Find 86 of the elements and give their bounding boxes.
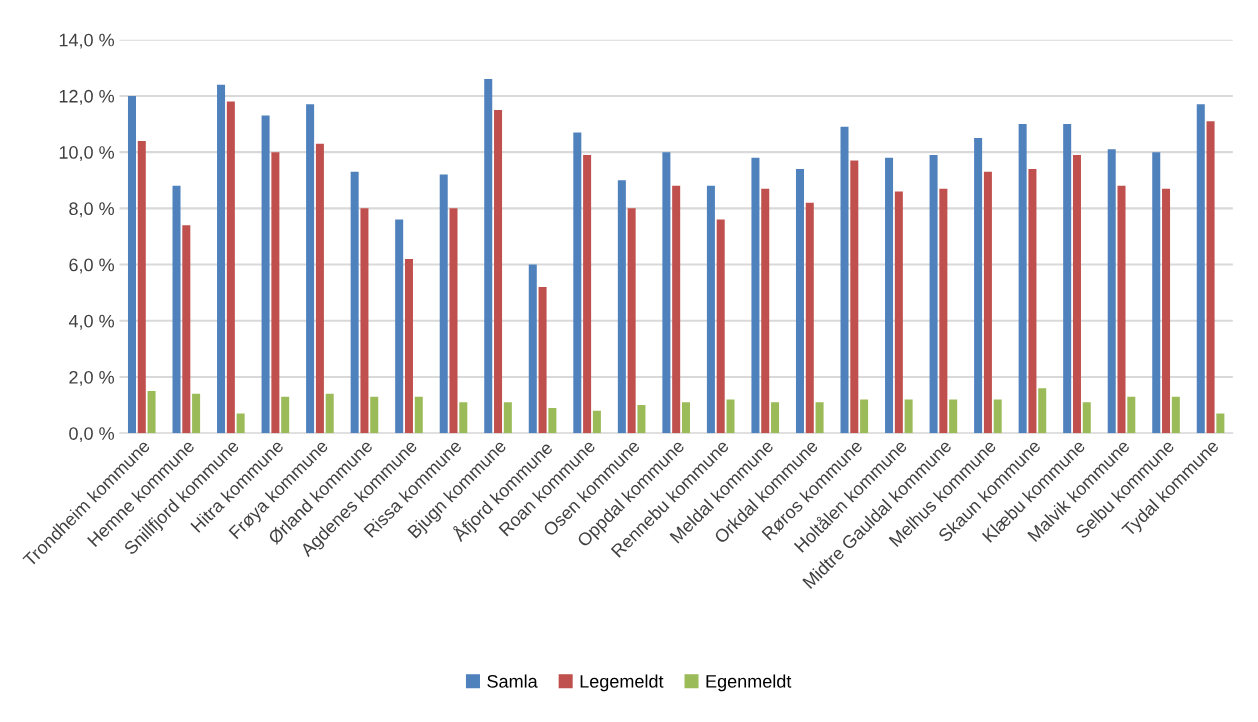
bar bbox=[217, 84, 226, 434]
bar bbox=[1162, 188, 1171, 434]
bar bbox=[815, 402, 824, 434]
bar bbox=[751, 157, 760, 434]
bar bbox=[271, 152, 280, 434]
bar bbox=[281, 396, 290, 434]
bar bbox=[573, 132, 582, 434]
bar bbox=[459, 402, 468, 434]
bar bbox=[538, 287, 547, 434]
bar bbox=[1216, 413, 1225, 434]
bar bbox=[360, 208, 369, 434]
bar bbox=[325, 393, 334, 434]
y-tick-label: 10,0 % bbox=[59, 146, 115, 161]
bar bbox=[983, 171, 992, 434]
bar bbox=[192, 393, 201, 434]
bar bbox=[939, 188, 948, 434]
bar bbox=[1171, 396, 1180, 434]
bar bbox=[805, 202, 814, 434]
bar bbox=[929, 154, 938, 434]
bar bbox=[1028, 169, 1037, 434]
bar bbox=[503, 402, 512, 434]
bar bbox=[127, 95, 136, 434]
y-tick-label: 2,0 % bbox=[69, 370, 115, 386]
y-tick-label: 0,0 % bbox=[69, 427, 115, 443]
bar bbox=[860, 399, 869, 434]
bar bbox=[404, 258, 413, 434]
bar bbox=[706, 185, 715, 434]
bar bbox=[672, 185, 681, 434]
bar bbox=[494, 109, 503, 434]
bar bbox=[617, 180, 626, 434]
bar bbox=[681, 402, 690, 434]
legend-label: Egenmeldt bbox=[706, 674, 792, 692]
bar bbox=[1117, 185, 1126, 434]
bar bbox=[484, 79, 493, 434]
y-tick-label: 6,0 % bbox=[69, 258, 115, 274]
bar bbox=[726, 399, 735, 434]
bar bbox=[439, 174, 448, 434]
bar bbox=[716, 219, 725, 434]
bar bbox=[1196, 104, 1205, 434]
bar bbox=[904, 399, 913, 434]
bar bbox=[261, 115, 270, 434]
bar bbox=[583, 154, 592, 434]
bar bbox=[1018, 124, 1027, 434]
bar bbox=[949, 399, 958, 434]
bar bbox=[528, 264, 537, 434]
bar bbox=[315, 143, 324, 434]
bar bbox=[771, 402, 780, 434]
bar bbox=[592, 410, 601, 434]
bar bbox=[370, 396, 379, 434]
bar bbox=[1072, 154, 1081, 434]
bar bbox=[147, 391, 156, 434]
bar bbox=[306, 104, 315, 434]
bar bbox=[885, 157, 894, 434]
bar bbox=[627, 208, 636, 434]
bar bbox=[1206, 121, 1215, 434]
bar bbox=[1152, 152, 1161, 434]
bar bbox=[993, 399, 1002, 434]
bar bbox=[761, 188, 770, 434]
bar bbox=[414, 396, 423, 434]
bar bbox=[974, 138, 983, 434]
legend-label: Samla bbox=[487, 674, 538, 688]
bar bbox=[662, 152, 671, 434]
bar bbox=[1082, 402, 1091, 434]
bar bbox=[182, 225, 191, 434]
bar bbox=[350, 171, 359, 434]
bar bbox=[1127, 396, 1136, 434]
bar bbox=[172, 185, 181, 434]
bar bbox=[1038, 388, 1047, 434]
bar bbox=[1107, 149, 1116, 434]
bar bbox=[637, 405, 646, 434]
y-tick-label: 4,0 % bbox=[68, 314, 115, 330]
bar bbox=[137, 140, 146, 434]
bar bbox=[894, 191, 903, 434]
y-tick-label: 8,0 % bbox=[69, 202, 115, 218]
legend-label: Legemeldt bbox=[580, 674, 664, 692]
bar bbox=[236, 413, 245, 434]
bar bbox=[840, 126, 849, 434]
y-tick-label: 14,0 % bbox=[59, 33, 115, 49]
bar bbox=[1063, 124, 1072, 434]
bar bbox=[395, 219, 404, 434]
y-tick-label: 12,0 % bbox=[59, 89, 115, 105]
bar bbox=[449, 208, 458, 434]
bar bbox=[850, 160, 859, 434]
bar bbox=[548, 407, 557, 434]
bar bbox=[795, 169, 804, 434]
bar bbox=[226, 101, 235, 434]
